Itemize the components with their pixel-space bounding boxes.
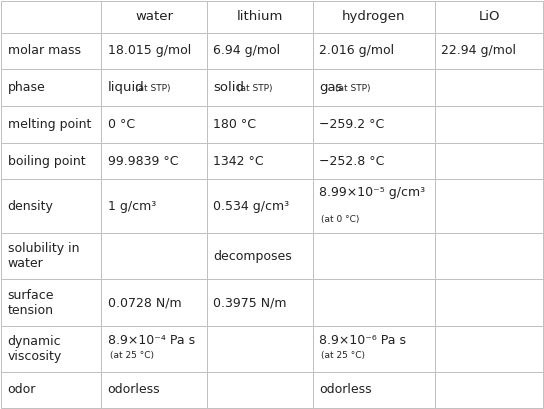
Bar [207, 33, 313, 70]
Text: 0 °C: 0 °C [108, 118, 135, 131]
Text: boiling point: boiling point [8, 155, 85, 168]
Bar [207, 1, 313, 33]
Text: −252.8 °C: −252.8 °C [319, 155, 385, 168]
Text: 8.9×10⁻⁶ Pa s: 8.9×10⁻⁶ Pa s [319, 334, 406, 347]
Bar [313, 33, 435, 70]
Bar [207, 106, 313, 143]
Bar [313, 106, 435, 143]
Bar [207, 372, 313, 408]
Bar [313, 234, 435, 279]
Bar [101, 234, 207, 279]
Bar [435, 279, 543, 326]
Bar [1, 326, 101, 372]
Text: phase: phase [8, 81, 46, 94]
Bar [435, 180, 543, 234]
Bar [1, 234, 101, 279]
Bar [101, 1, 207, 33]
Text: odorless: odorless [108, 384, 160, 396]
Bar [313, 143, 435, 180]
Bar [313, 372, 435, 408]
Text: liquid: liquid [108, 81, 144, 94]
Bar [1, 143, 101, 180]
Text: water: water [135, 10, 173, 23]
Text: surface
tension: surface tension [8, 288, 54, 317]
Text: 8.99×10⁻⁵ g/cm³: 8.99×10⁻⁵ g/cm³ [319, 187, 425, 199]
Bar [207, 279, 313, 326]
Bar [435, 70, 543, 106]
Bar [435, 326, 543, 372]
Bar [101, 326, 207, 372]
Bar [101, 106, 207, 143]
Bar [313, 1, 435, 33]
Text: 0.3975 N/m: 0.3975 N/m [213, 296, 287, 309]
Text: dynamic
viscosity: dynamic viscosity [8, 335, 62, 363]
Text: (at 0 °C): (at 0 °C) [321, 216, 359, 225]
Bar [313, 180, 435, 234]
Text: odorless: odorless [319, 384, 372, 396]
Bar [101, 180, 207, 234]
Text: 2.016 g/mol: 2.016 g/mol [319, 45, 394, 58]
Bar [101, 372, 207, 408]
Text: odor: odor [8, 384, 36, 396]
Text: 99.9839 °C: 99.9839 °C [108, 155, 178, 168]
Text: gas: gas [319, 81, 343, 94]
Text: 1342 °C: 1342 °C [213, 155, 264, 168]
Text: (at STP): (at STP) [135, 84, 171, 93]
Bar [435, 143, 543, 180]
Bar [1, 106, 101, 143]
Bar [313, 279, 435, 326]
Text: hydrogen: hydrogen [342, 10, 405, 23]
Text: decomposes: decomposes [213, 250, 292, 263]
Bar [207, 180, 313, 234]
Text: 18.015 g/mol: 18.015 g/mol [108, 45, 191, 58]
Text: 6.94 g/mol: 6.94 g/mol [213, 45, 281, 58]
Text: solid: solid [213, 81, 244, 94]
Bar [1, 372, 101, 408]
Bar [435, 33, 543, 70]
Text: molar mass: molar mass [8, 45, 81, 58]
Text: −259.2 °C: −259.2 °C [319, 118, 385, 131]
Bar [101, 279, 207, 326]
Text: 22.94 g/mol: 22.94 g/mol [441, 45, 516, 58]
Bar [435, 234, 543, 279]
Text: LiO: LiO [478, 10, 500, 23]
Text: lithium: lithium [237, 10, 283, 23]
Text: (at STP): (at STP) [335, 84, 370, 93]
Bar [1, 279, 101, 326]
Text: 0.534 g/cm³: 0.534 g/cm³ [213, 200, 289, 213]
Text: (at 25 °C): (at 25 °C) [110, 351, 154, 360]
Text: (at 25 °C): (at 25 °C) [322, 351, 366, 360]
Bar [207, 70, 313, 106]
Bar [207, 143, 313, 180]
Text: 0.0728 N/m: 0.0728 N/m [108, 296, 181, 309]
Bar [435, 372, 543, 408]
Bar [1, 70, 101, 106]
Bar [435, 1, 543, 33]
Bar [207, 326, 313, 372]
Bar [101, 70, 207, 106]
Text: 8.9×10⁻⁴ Pa s: 8.9×10⁻⁴ Pa s [108, 334, 195, 347]
Bar [101, 143, 207, 180]
Text: 1 g/cm³: 1 g/cm³ [108, 200, 156, 213]
Bar [207, 234, 313, 279]
Text: density: density [8, 200, 54, 213]
Bar [313, 326, 435, 372]
Text: melting point: melting point [8, 118, 91, 131]
Text: 180 °C: 180 °C [213, 118, 256, 131]
Bar [101, 33, 207, 70]
Text: (at STP): (at STP) [237, 84, 273, 93]
Bar [1, 33, 101, 70]
Bar [435, 106, 543, 143]
Bar [1, 180, 101, 234]
Bar [313, 70, 435, 106]
Text: solubility in
water: solubility in water [8, 243, 79, 270]
Bar [1, 1, 101, 33]
